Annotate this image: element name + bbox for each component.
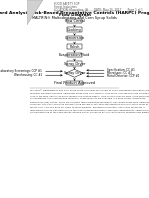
FancyBboxPatch shape: [67, 36, 82, 40]
Polygon shape: [66, 69, 83, 77]
Text: Micro/spec: CC #1: Micro/spec: CC #1: [107, 71, 132, 75]
Polygon shape: [27, 0, 43, 25]
Text: MALTRIN® Maltodextrins and Corn Syrup Solids are made exclusively at Grain Proce: MALTRIN® Maltodextrins and Corn Syrup So…: [30, 90, 149, 92]
Text: as sweeteners, fillers and texture modifiers. These products are available in a : as sweeteners, fillers and texture modif…: [30, 98, 145, 99]
Text: Forest Industries: Forest Industries: [54, 5, 76, 9]
FancyBboxPatch shape: [67, 44, 82, 49]
Text: Hazard Analysis Risk-Based Preventative Controls (HARPC) Program: Hazard Analysis Risk-Based Preventative …: [0, 11, 149, 15]
Text: Evaporation/Fluid: Evaporation/Fluid: [59, 53, 90, 57]
Text: Spray Dryer: Spray Dryer: [64, 71, 85, 75]
Text: Raw Cereal: Raw Cereal: [65, 19, 84, 23]
Text: Equivalence (DE) values. There are currently three production facilities at GPC : Equivalence (DE) values. There are curre…: [30, 101, 149, 103]
Text: Polish: Polish: [69, 45, 80, 49]
Text: Metal Detector: CCP #1: Metal Detector: CCP #1: [107, 74, 140, 78]
Text: Warehousing: CC #1: Warehousing: CC #1: [14, 73, 42, 77]
Text: Flow Diagram: Flow Diagram: [59, 13, 90, 17]
Text: FOOD SAFETY SOP: FOOD SAFETY SOP: [54, 2, 79, 6]
FancyBboxPatch shape: [67, 19, 82, 23]
Text: Laboratory Screenings: CCP #1: Laboratory Screenings: CCP #1: [0, 69, 42, 73]
Text: restricted to trained GPC personnel in the manufacturing and quality assurance d: restricted to trained GPC personnel in t…: [30, 109, 149, 111]
Text: used in the food industry as fillers, binders and coating agents. Corn Syrup Sol: used in the food industry as fillers, bi…: [30, 95, 149, 97]
Text: produced. This SOP covers the manufacturing process of MALTRIN Maltodextrins and: produced. This SOP covers the manufactur…: [30, 104, 149, 105]
Text: Final Product Approved: Final Product Approved: [54, 81, 95, 85]
FancyBboxPatch shape: [67, 27, 82, 32]
Text: Spray Dryer: Spray Dryer: [64, 62, 85, 66]
Text: facility only. This SOP does not apply to other products, processes or facilitie: facility only. This SOP does not apply t…: [30, 107, 145, 108]
Text: Conversion: Conversion: [64, 36, 85, 40]
FancyBboxPatch shape: [66, 81, 83, 85]
Text: Specification: CC #1: Specification: CC #1: [107, 68, 135, 72]
FancyBboxPatch shape: [67, 61, 82, 66]
Text: MALTRIN® Maltodextrins and Corn Syrup Solids: MALTRIN® Maltodextrins and Corn Syrup So…: [32, 15, 117, 19]
Text: LOCATION: Muscatine, IA       DATE: May 15, 2017       Page 1 of 1: LOCATION: Muscatine, IA DATE: May 15, 20…: [54, 8, 143, 11]
Text: specialty manufactured food ingredients made from corn starch or corn syrup. Mal: specialty manufactured food ingredients …: [30, 92, 149, 94]
FancyBboxPatch shape: [67, 53, 82, 57]
Text: be manufactured at the same facility utilizing similar processes but are control: be manufactured at the same facility uti…: [30, 112, 149, 113]
Text: Cooking: Cooking: [67, 28, 82, 31]
